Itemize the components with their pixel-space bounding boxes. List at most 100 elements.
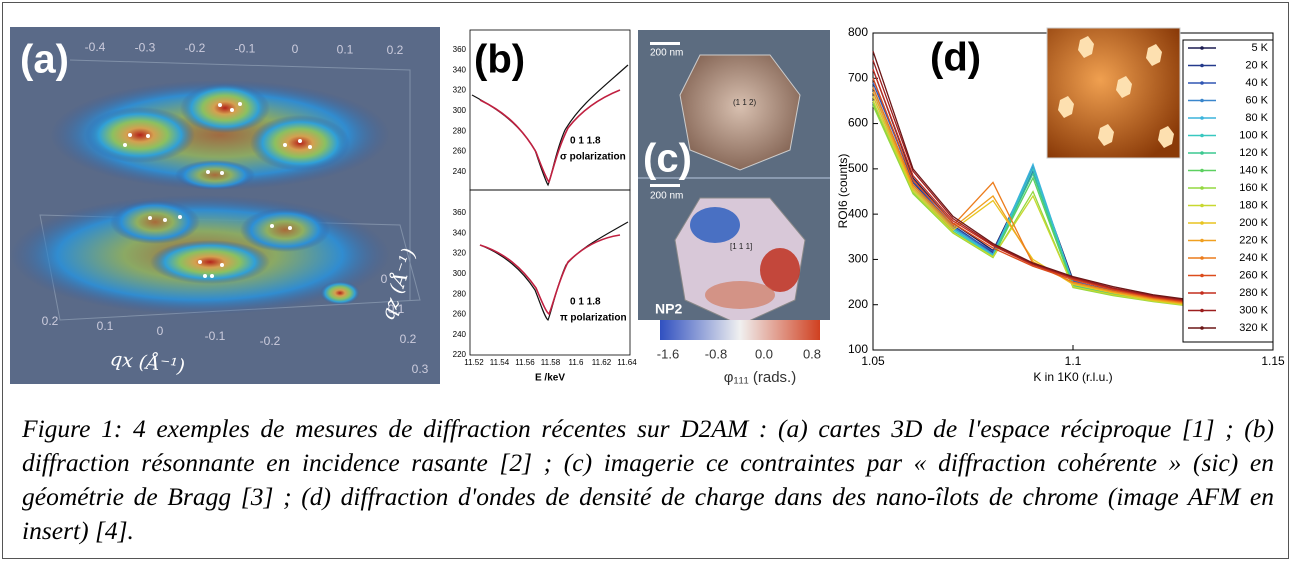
- panel-d: (d) K in 1K0 (r.l.u.) ROI6 (counts) 100 2…: [836, 25, 1285, 384]
- tick-label: 11.56: [515, 358, 535, 367]
- tick-label: 11.64: [617, 358, 637, 367]
- legend-marker: [1200, 186, 1204, 190]
- y-axis-label: ROI6 (counts): [836, 154, 850, 229]
- panel-label: (c): [643, 137, 692, 181]
- spectrum-fit: [479, 234, 621, 316]
- tick-label: 0: [157, 324, 164, 338]
- panel-c: 200 nm 200 nm (1 1 2) [1 1 1] (c) NP2 -1…: [638, 30, 830, 386]
- facet-label: (1 1 2): [733, 98, 756, 107]
- tick-labels: 360 340 320 300 280 260 240 360 340 320 300 280 260 2…: [453, 45, 638, 367]
- intensity-peak: [320, 281, 360, 305]
- intensity-peak: [240, 208, 330, 252]
- crystal-facets: [679, 54, 801, 171]
- legend-label: 140 K: [1239, 164, 1268, 176]
- x-axis-label: K in 1K0 (r.l.u.): [1033, 370, 1112, 384]
- legend-marker: [1200, 81, 1204, 85]
- x-tick-label: 1.15: [1261, 354, 1285, 368]
- tick-label: 360: [453, 45, 467, 54]
- reflection-label: 0 1 1.8: [570, 297, 601, 308]
- figure-caption: Figure 1: 4 exemples de mesures de diffr…: [22, 414, 1274, 545]
- intensity-peak: [85, 107, 195, 163]
- afm-island: [1146, 44, 1162, 66]
- spectrum-measured: [471, 64, 629, 187]
- afm-island: [1098, 124, 1114, 146]
- legend-marker: [1200, 238, 1204, 243]
- spectrum-measured: [479, 221, 629, 321]
- legend-label: 240 K: [1239, 252, 1268, 264]
- legend-label: 60 K: [1245, 94, 1268, 106]
- strain-region: [705, 281, 775, 309]
- legend-marker: [1200, 291, 1204, 295]
- legend-marker: [1200, 308, 1204, 313]
- colorbar-label: φ₁₁₁ (rads.): [724, 369, 796, 386]
- intensity-peak: [180, 83, 270, 133]
- tick-label: 280: [453, 126, 467, 135]
- tick-label: 0.2: [42, 314, 59, 328]
- colorbar-tick: -1.6: [657, 346, 679, 361]
- tick-label: 11.54: [490, 358, 510, 367]
- axis-box: [69, 59, 411, 300]
- plot-frame: [469, 189, 631, 356]
- tick-label: -0.2: [260, 334, 281, 348]
- scale-label: 200 nm: [650, 48, 683, 59]
- legend-marker: [1200, 256, 1204, 260]
- colorbar: [660, 320, 820, 340]
- y-tick-label: 300: [848, 252, 868, 266]
- legend-marker: [1200, 326, 1204, 330]
- legend: 5 K 20 K 40 K 60 K 80 K 100 K 120 K 140 K 160 K 1…: [1182, 39, 1274, 343]
- tick-label: -0.1: [235, 42, 256, 56]
- legend-label: 80 K: [1245, 112, 1268, 124]
- tick-label: 220: [453, 350, 467, 359]
- legend-marker: [1200, 203, 1204, 208]
- afm-inset: [1046, 27, 1181, 159]
- tick-label: -0.2: [185, 41, 206, 55]
- tick-label: 11.62: [592, 358, 612, 367]
- tick-label: -0.4: [85, 40, 106, 54]
- tick-label: 0.2: [387, 43, 404, 57]
- legend-label: 100 K: [1239, 129, 1268, 141]
- tick-label: 340: [453, 228, 467, 237]
- tick-label: 11.58: [541, 358, 561, 367]
- legend-marker: [1200, 168, 1204, 173]
- afm-island: [1158, 126, 1174, 148]
- tick-label: 11.6: [569, 358, 585, 367]
- tick-label: 0.3: [412, 362, 429, 376]
- panel-label: (b): [474, 38, 525, 82]
- tick-label: 0.2: [400, 332, 417, 346]
- top-ticks: -0.4 -0.3 -0.2 -0.1 0 0.1 0.2: [85, 40, 404, 57]
- legend-label: 160 K: [1239, 182, 1268, 194]
- legend-label: 220 K: [1239, 234, 1268, 246]
- legend-label: 120 K: [1239, 147, 1268, 159]
- colorbar-tick: 0.8: [803, 346, 821, 361]
- tick-label: 0: [292, 42, 299, 56]
- legend-label: 280 K: [1239, 287, 1268, 299]
- tick-label: 360: [453, 208, 467, 217]
- y-tick-label: 200: [848, 297, 868, 311]
- intensity-neck: [175, 160, 255, 190]
- scale-bar: [650, 42, 680, 45]
- separator: [638, 177, 830, 179]
- tick-label: 300: [453, 106, 467, 115]
- panel-label: (d): [930, 36, 981, 80]
- legend-marker: [1200, 133, 1204, 138]
- colorbar-tick: -0.8: [705, 346, 727, 361]
- tick-label: 340: [453, 65, 467, 74]
- facet-label: [1 1 1]: [730, 242, 752, 251]
- colorbar-ticks: -1.6 -0.8 0.0 0.8: [657, 346, 821, 361]
- peak-dots: [123, 102, 312, 278]
- y-tick-label: 700: [848, 70, 868, 84]
- tick-label: 260: [453, 147, 467, 156]
- y-tick-label: 600: [848, 116, 868, 130]
- polarization-label: σ polarization: [560, 152, 626, 163]
- tick-label: 0.1: [337, 43, 354, 57]
- afm-island: [1058, 96, 1074, 118]
- tick-label: 240: [453, 167, 467, 176]
- scale-bar: [650, 184, 680, 187]
- polarization-label: π polarization: [560, 313, 627, 324]
- legend-box: [1182, 39, 1274, 343]
- legend-marker: [1200, 221, 1204, 225]
- x-axis-label: E /keV: [535, 373, 565, 384]
- legend-marker: [1200, 273, 1204, 278]
- colorbar-tick: 0.0: [755, 346, 773, 361]
- tick-label: 0: [381, 272, 388, 286]
